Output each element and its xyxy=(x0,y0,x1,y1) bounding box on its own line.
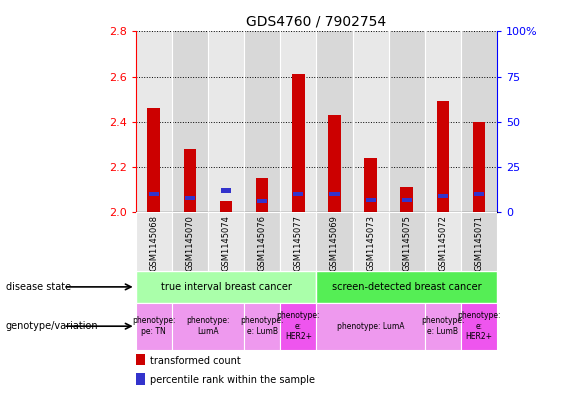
Bar xyxy=(172,31,208,212)
Bar xyxy=(425,303,461,350)
Bar xyxy=(461,212,497,271)
Bar xyxy=(280,212,316,271)
Text: GSM1145070: GSM1145070 xyxy=(185,215,194,271)
Text: phenotype:
pe: TN: phenotype: pe: TN xyxy=(132,316,175,336)
Bar xyxy=(402,198,412,202)
Text: phenotype:
LumA: phenotype: LumA xyxy=(186,316,229,336)
Text: phenotype:
e:
HER2+: phenotype: e: HER2+ xyxy=(458,311,501,341)
Bar xyxy=(425,31,461,212)
Text: phenotype:
e: LumB: phenotype: e: LumB xyxy=(241,316,284,336)
Bar xyxy=(147,108,160,212)
Bar xyxy=(316,31,353,212)
Text: GSM1145076: GSM1145076 xyxy=(258,215,267,271)
Text: percentile rank within the sample: percentile rank within the sample xyxy=(150,375,315,386)
Text: GSM1145071: GSM1145071 xyxy=(475,215,484,271)
Bar xyxy=(208,212,244,271)
Bar xyxy=(474,192,484,196)
Bar xyxy=(316,271,497,303)
Bar xyxy=(316,303,425,350)
Text: GSM1145072: GSM1145072 xyxy=(438,215,447,271)
Bar xyxy=(280,31,316,212)
Text: transformed count: transformed count xyxy=(150,356,241,366)
Text: phenotype:
e:
HER2+: phenotype: e: HER2+ xyxy=(277,311,320,341)
Bar xyxy=(208,31,244,212)
Bar xyxy=(364,158,377,212)
Bar xyxy=(316,212,353,271)
Bar xyxy=(136,354,145,365)
Text: GSM1145073: GSM1145073 xyxy=(366,215,375,271)
Bar xyxy=(461,31,497,212)
Text: GSM1145068: GSM1145068 xyxy=(149,215,158,271)
Bar xyxy=(437,101,449,212)
Bar xyxy=(149,192,159,196)
Bar xyxy=(401,187,413,212)
Bar xyxy=(184,149,196,212)
Bar xyxy=(244,212,280,271)
Bar xyxy=(280,303,316,350)
Bar xyxy=(172,303,244,350)
Bar xyxy=(389,212,425,271)
Bar xyxy=(461,303,497,350)
Bar xyxy=(257,199,267,204)
Bar xyxy=(292,74,305,212)
Text: GSM1145075: GSM1145075 xyxy=(402,215,411,271)
Bar xyxy=(136,303,172,350)
Bar xyxy=(136,31,172,212)
Bar xyxy=(136,271,316,303)
Text: GSM1145074: GSM1145074 xyxy=(221,215,231,271)
Bar xyxy=(438,194,448,198)
Bar xyxy=(185,196,195,200)
Bar xyxy=(425,212,461,271)
Bar xyxy=(220,201,232,212)
Bar xyxy=(329,192,340,196)
Bar xyxy=(136,212,172,271)
Text: GSM1145077: GSM1145077 xyxy=(294,215,303,271)
Bar xyxy=(328,115,341,212)
Bar xyxy=(244,303,280,350)
Bar xyxy=(293,192,303,196)
Bar xyxy=(244,31,280,212)
Title: GDS4760 / 7902754: GDS4760 / 7902754 xyxy=(246,15,386,29)
Bar xyxy=(221,189,231,193)
Text: genotype/variation: genotype/variation xyxy=(6,321,98,331)
Text: true interval breast cancer: true interval breast cancer xyxy=(160,282,292,292)
Bar xyxy=(353,212,389,271)
Bar xyxy=(353,31,389,212)
Text: screen-detected breast cancer: screen-detected breast cancer xyxy=(332,282,481,292)
Bar xyxy=(473,122,485,212)
Bar xyxy=(366,198,376,202)
Text: phenotype:
e: LumB: phenotype: e: LumB xyxy=(421,316,464,336)
Text: disease state: disease state xyxy=(6,282,71,292)
Bar xyxy=(256,178,268,212)
Bar xyxy=(389,31,425,212)
Text: phenotype: LumA: phenotype: LumA xyxy=(337,322,405,331)
Bar xyxy=(136,373,145,385)
Text: GSM1145069: GSM1145069 xyxy=(330,215,339,271)
Bar xyxy=(172,212,208,271)
